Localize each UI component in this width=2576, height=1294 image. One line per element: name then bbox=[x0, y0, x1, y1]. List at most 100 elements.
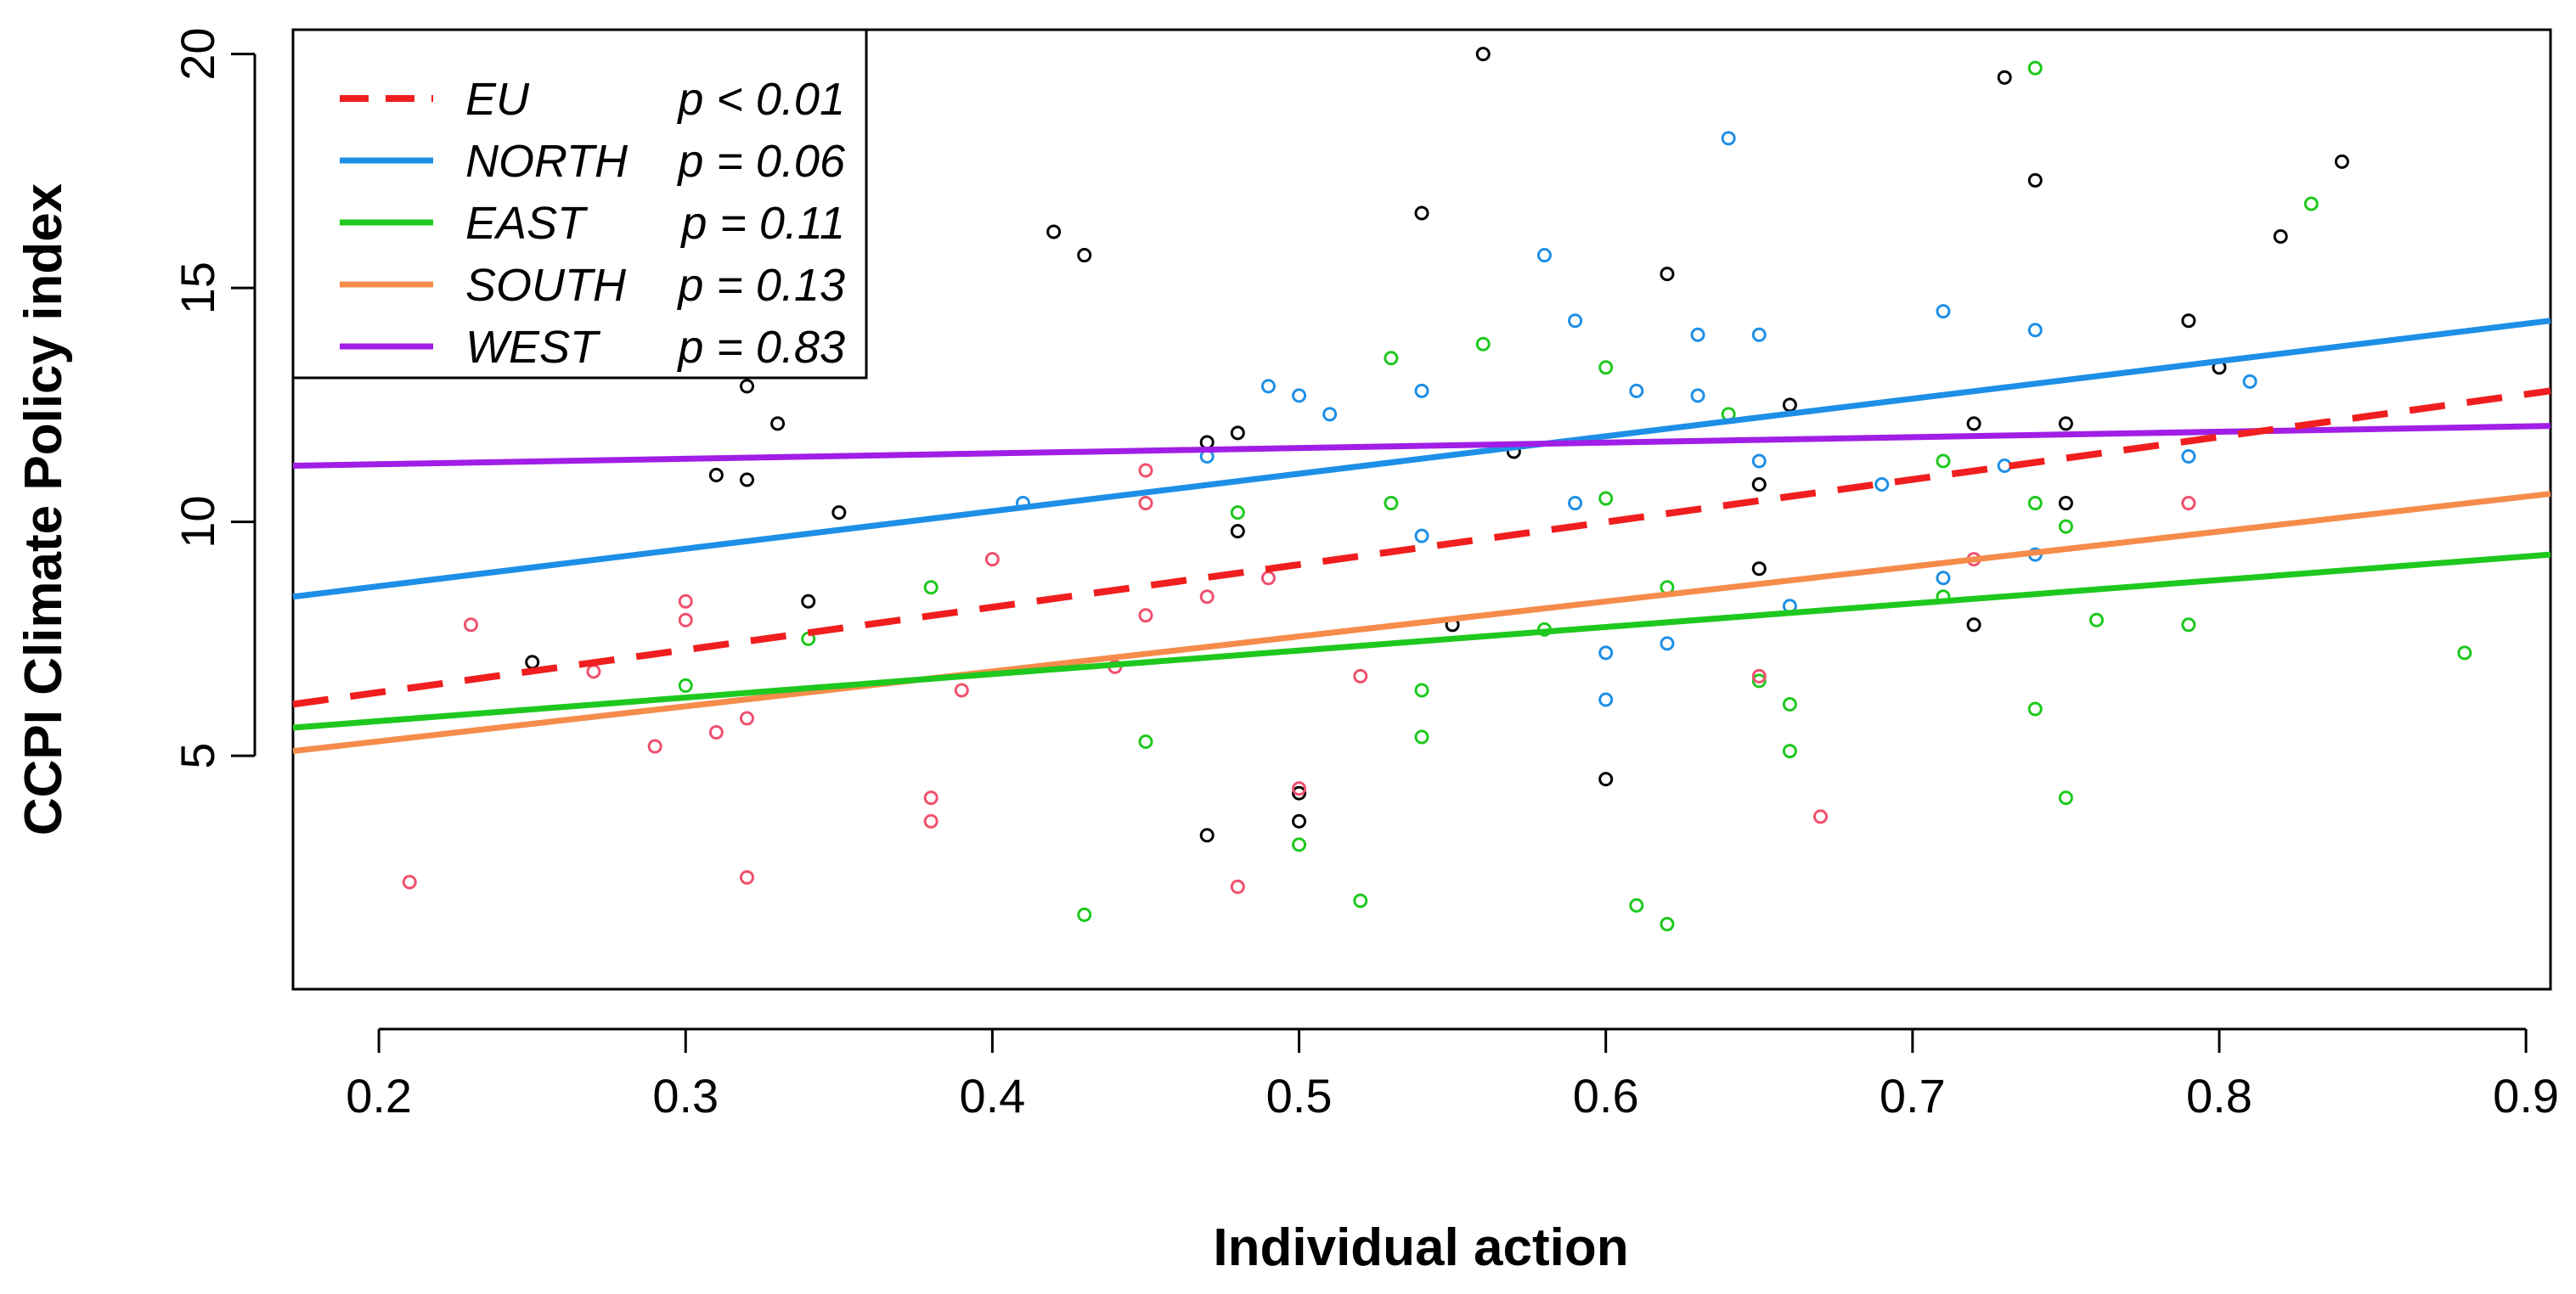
point-north bbox=[1414, 383, 1429, 398]
point-east bbox=[2303, 196, 2319, 211]
x-tick-label: 0.5 bbox=[1266, 1069, 1333, 1122]
point-pink bbox=[1138, 608, 1153, 623]
point-east bbox=[2457, 645, 2472, 661]
point-east bbox=[1384, 351, 1399, 366]
point-east bbox=[1077, 907, 1092, 922]
point-pink bbox=[739, 711, 754, 726]
point-east bbox=[1414, 729, 1429, 745]
point-east bbox=[1598, 360, 1614, 375]
x-axis: 0.2 0.3 0.4 0.5 0.6 0.7 0.8 0.9 bbox=[346, 1027, 2559, 1122]
point-black bbox=[770, 416, 786, 431]
point-black bbox=[1475, 47, 1491, 62]
fit-line-west bbox=[292, 423, 2551, 469]
x-tick-label: 0.3 bbox=[652, 1069, 719, 1122]
legend-label-east: EAST bbox=[465, 198, 589, 249]
point-north bbox=[1874, 477, 1890, 492]
point-pink bbox=[1292, 781, 1307, 796]
point-black bbox=[525, 655, 540, 670]
point-black bbox=[1751, 477, 1767, 492]
point-pink bbox=[739, 869, 754, 885]
point-east bbox=[2027, 496, 2043, 511]
x-axis-title: Individual action bbox=[1213, 1218, 1628, 1277]
point-north bbox=[2242, 374, 2258, 389]
point-north bbox=[1660, 636, 1675, 651]
point-north bbox=[1690, 327, 1705, 342]
point-east bbox=[1475, 336, 1491, 352]
point-north bbox=[1568, 496, 1583, 511]
point-east bbox=[1138, 734, 1153, 750]
legend-box bbox=[291, 28, 868, 380]
x-tick-label: 0.4 bbox=[959, 1069, 1025, 1122]
point-black bbox=[1751, 561, 1767, 577]
point-east bbox=[2089, 612, 2105, 627]
legend-pvalue-west: p = 0.83 bbox=[676, 322, 845, 373]
point-black bbox=[1199, 828, 1215, 843]
point-black bbox=[1199, 435, 1215, 450]
x-tick-label: 0.6 bbox=[1573, 1069, 1639, 1122]
point-pink bbox=[1812, 809, 1828, 824]
point-black bbox=[1966, 416, 1981, 431]
legend-label-south: SOUTH bbox=[465, 260, 627, 311]
point-north bbox=[1751, 453, 1767, 469]
point-black bbox=[2181, 313, 2196, 329]
point-east bbox=[1751, 673, 1767, 689]
plot-area bbox=[291, 28, 2552, 991]
point-north bbox=[1598, 692, 1614, 707]
fit-lines bbox=[292, 318, 2551, 755]
legend-pvalue-eu: p < 0.01 bbox=[676, 74, 845, 125]
point-black bbox=[2058, 496, 2073, 511]
point-pink bbox=[1138, 496, 1153, 511]
point-north bbox=[1936, 304, 1951, 319]
fit-line-eu bbox=[292, 387, 2551, 708]
point-black bbox=[1077, 248, 1092, 263]
point-east bbox=[678, 678, 693, 693]
point-north bbox=[1997, 458, 2012, 473]
point-black bbox=[708, 468, 724, 483]
point-pink bbox=[678, 594, 693, 609]
point-pink bbox=[402, 875, 417, 890]
legend-label-west: WEST bbox=[465, 322, 601, 373]
point-north bbox=[1629, 383, 1644, 398]
y-tick-label: 10 bbox=[171, 495, 224, 548]
legend: EU p < 0.01 NORTH p = 0.06 EAST p = 0.11 SOUTH… bbox=[291, 28, 868, 380]
point-north bbox=[1322, 407, 1338, 422]
legend-pvalue-east: p = 0.11 bbox=[679, 198, 845, 249]
point-east bbox=[1292, 837, 1307, 852]
point-east bbox=[2027, 701, 2043, 717]
point-pink bbox=[1751, 668, 1767, 684]
legend-pvalue-south: p = 0.13 bbox=[676, 260, 845, 311]
point-pink bbox=[586, 664, 601, 679]
point-north bbox=[1936, 571, 1951, 586]
point-pink bbox=[1138, 463, 1153, 478]
point-black bbox=[2058, 416, 2073, 431]
y-axis: 5 10 15 20 bbox=[171, 28, 256, 769]
x-tick-label: 0.2 bbox=[346, 1069, 412, 1122]
point-east bbox=[2058, 519, 2073, 534]
point-east bbox=[1230, 505, 1245, 520]
x-tick-label: 0.7 bbox=[1880, 1069, 1946, 1122]
point-black bbox=[1292, 813, 1307, 829]
point-pink bbox=[1353, 668, 1368, 684]
legend-label-north: NORTH bbox=[465, 136, 628, 187]
scatter-points bbox=[402, 47, 2472, 931]
point-north bbox=[1536, 248, 1552, 263]
point-east bbox=[1936, 453, 1951, 469]
point-north bbox=[1598, 645, 1614, 661]
point-east bbox=[2027, 60, 2043, 76]
point-black bbox=[1046, 224, 1062, 239]
x-tick-label: 0.9 bbox=[2493, 1069, 2559, 1122]
legend-pvalue-north: p = 0.06 bbox=[676, 136, 846, 187]
point-east bbox=[923, 580, 939, 595]
y-tick-label: 5 bbox=[171, 742, 224, 768]
plot-frame bbox=[291, 28, 2552, 991]
point-east bbox=[1353, 893, 1368, 909]
point-north bbox=[1751, 327, 1767, 342]
point-north bbox=[2181, 448, 2196, 464]
point-black bbox=[1230, 524, 1245, 539]
point-pink bbox=[923, 813, 939, 829]
point-black bbox=[1292, 785, 1307, 801]
y-axis-title: CCPI Climate Policy index bbox=[14, 183, 73, 835]
fit-line-north bbox=[292, 318, 2551, 600]
point-black bbox=[1997, 70, 2012, 85]
